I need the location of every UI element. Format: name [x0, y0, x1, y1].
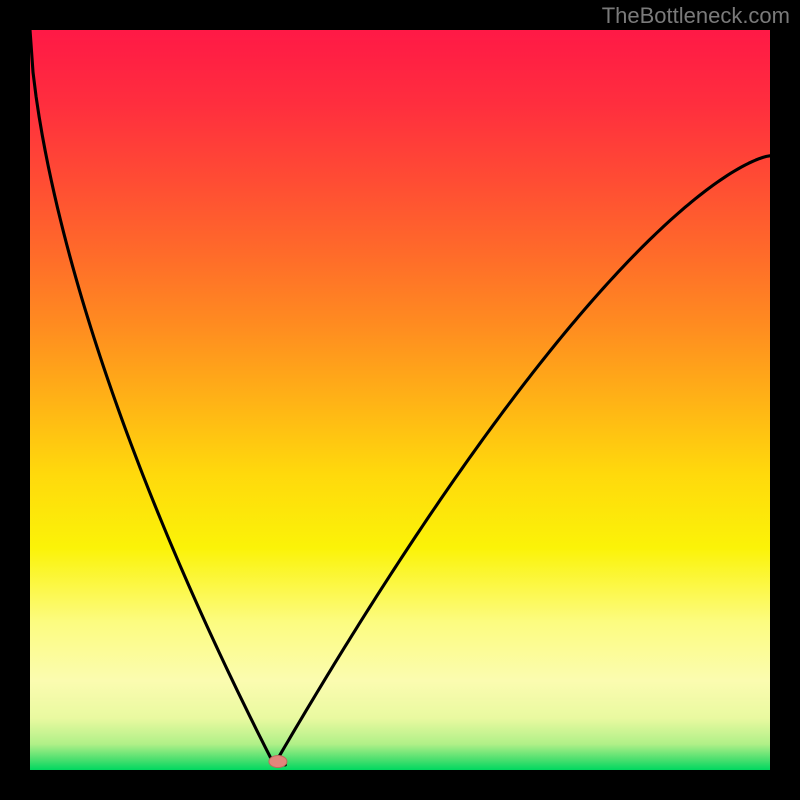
dip-marker [269, 755, 287, 767]
watermark-text: TheBottleneck.com [602, 3, 790, 29]
chart-frame: TheBottleneck.com [0, 0, 800, 800]
bottleneck-chart [0, 0, 800, 800]
plot-background [30, 30, 770, 770]
